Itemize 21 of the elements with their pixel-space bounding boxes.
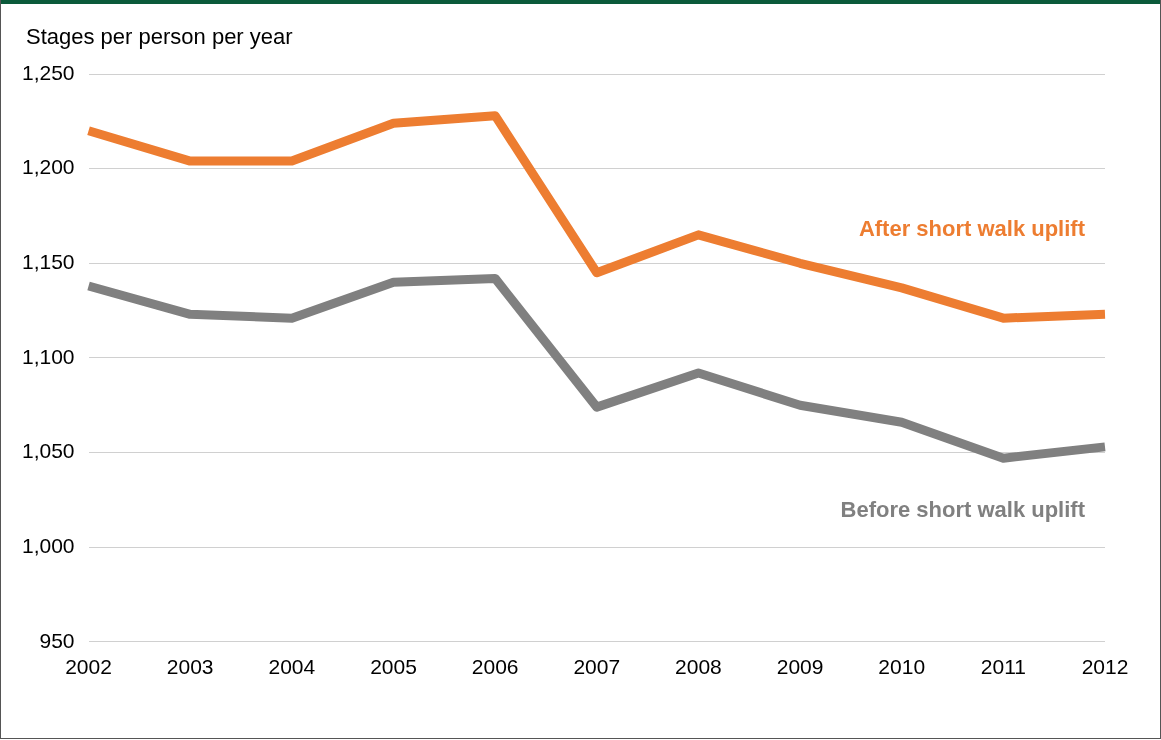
- x-tick-label: 2003: [166, 655, 214, 679]
- x-tick-label: 2012: [1081, 655, 1129, 679]
- y-tick-label: 1,100: [21, 344, 75, 368]
- y-tick-label: 1,250: [21, 60, 75, 84]
- y-tick-label: 950: [39, 628, 75, 652]
- x-tick-label: 2011: [980, 655, 1026, 679]
- x-tick-label: 2004: [268, 655, 316, 679]
- x-tick-label: 2002: [65, 655, 112, 679]
- x-tick-label: 2010: [878, 655, 926, 679]
- y-tick-label: 1,050: [21, 439, 75, 463]
- x-tick-label: 2009: [776, 655, 824, 679]
- text: Before short walk uplift: [840, 496, 1086, 522]
- x-tick-label: 2008: [675, 655, 722, 679]
- x-tick-label: 2006: [471, 655, 519, 679]
- y-tick-label: 1,200: [21, 155, 75, 179]
- x-tick-label: 2005: [370, 655, 417, 679]
- y-tick-label: 1,000: [21, 533, 75, 557]
- series-label: After short walk uplift: [858, 216, 1086, 242]
- x-tick-label: 2007: [573, 655, 621, 679]
- y-axis-title: Stages per person per year: [26, 24, 293, 50]
- y-tick-label: 1,150: [21, 250, 75, 274]
